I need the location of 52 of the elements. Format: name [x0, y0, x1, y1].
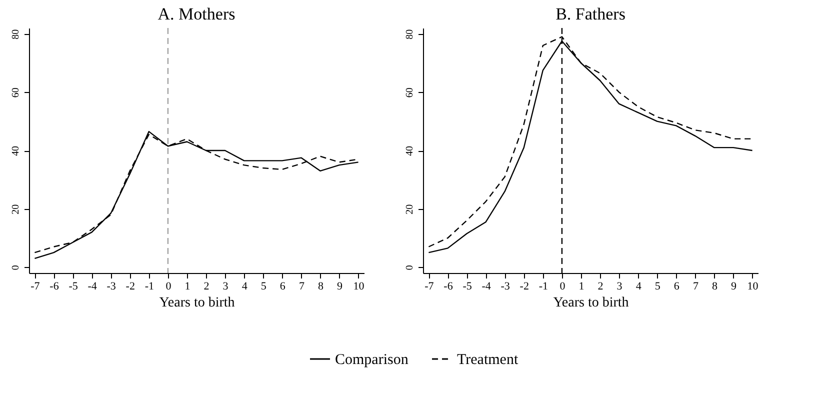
x-tick-label: 7 [692, 280, 699, 292]
x-tick-label: -5 [462, 280, 472, 292]
legend-label: Comparison [335, 352, 409, 368]
x-tick-label: 8 [318, 280, 324, 292]
x-tick-label: 3 [616, 280, 623, 292]
y-tick-label: 60 [404, 88, 416, 98]
x-tick-label: -6 [444, 280, 454, 292]
x-tick-label: -4 [482, 280, 492, 292]
x-tick-label: 0 [166, 280, 172, 292]
y-tick-label: 20 [404, 204, 416, 214]
y-tick-label: 60 [10, 88, 22, 98]
y-tick-label: 80 [404, 29, 416, 40]
x-tick-label: 2 [204, 280, 210, 292]
y-tick-label: 20 [10, 204, 22, 214]
x-tick-label: -2 [126, 280, 135, 292]
chart-title: A. Mothers [158, 4, 236, 24]
y-tick-label: 80 [10, 29, 22, 40]
y-tick-label: 40 [404, 146, 416, 156]
x-tick-label: -1 [144, 280, 154, 292]
x-tick-label: -4 [88, 280, 98, 292]
x-tick-label: 0 [560, 280, 566, 292]
x-tick-label: -2 [520, 280, 529, 292]
x-tick-label: -7 [30, 280, 40, 292]
y-tick-label: 0 [404, 265, 416, 270]
x-tick-label: 1 [578, 280, 584, 292]
x-tick-label: 9 [337, 280, 344, 292]
y-tick-label: 0 [10, 265, 22, 270]
legend-label: Treatment [457, 352, 519, 368]
chart-title: B. Fathers [556, 4, 626, 24]
x-tick-label: 4 [242, 280, 248, 292]
x-tick-label: -3 [500, 280, 510, 292]
x-tick-label: 6 [674, 280, 680, 292]
x-tick-label: -7 [424, 280, 434, 292]
x-axis-title: Years to birth [159, 296, 235, 310]
x-tick-label: -3 [106, 280, 116, 292]
x-tick-label: 10 [747, 280, 759, 292]
x-tick-label: 5 [260, 280, 267, 292]
x-tick-label: 9 [731, 280, 738, 292]
x-tick-label: -5 [68, 280, 78, 292]
x-tick-label: -6 [50, 280, 60, 292]
x-tick-label: 5 [654, 280, 661, 292]
x-tick-label: 6 [280, 280, 286, 292]
x-tick-label: 2 [598, 280, 604, 292]
x-tick-label: 8 [712, 280, 718, 292]
x-tick-label: 7 [298, 280, 305, 292]
x-tick-label: 10 [353, 280, 365, 292]
x-tick-label: 4 [636, 280, 642, 292]
x-axis-title: Years to birth [553, 296, 629, 310]
y-tick-label: 40 [10, 146, 22, 156]
x-tick-label: 3 [222, 280, 229, 292]
x-tick-label: 1 [184, 280, 190, 292]
x-tick-label: -1 [538, 280, 548, 292]
